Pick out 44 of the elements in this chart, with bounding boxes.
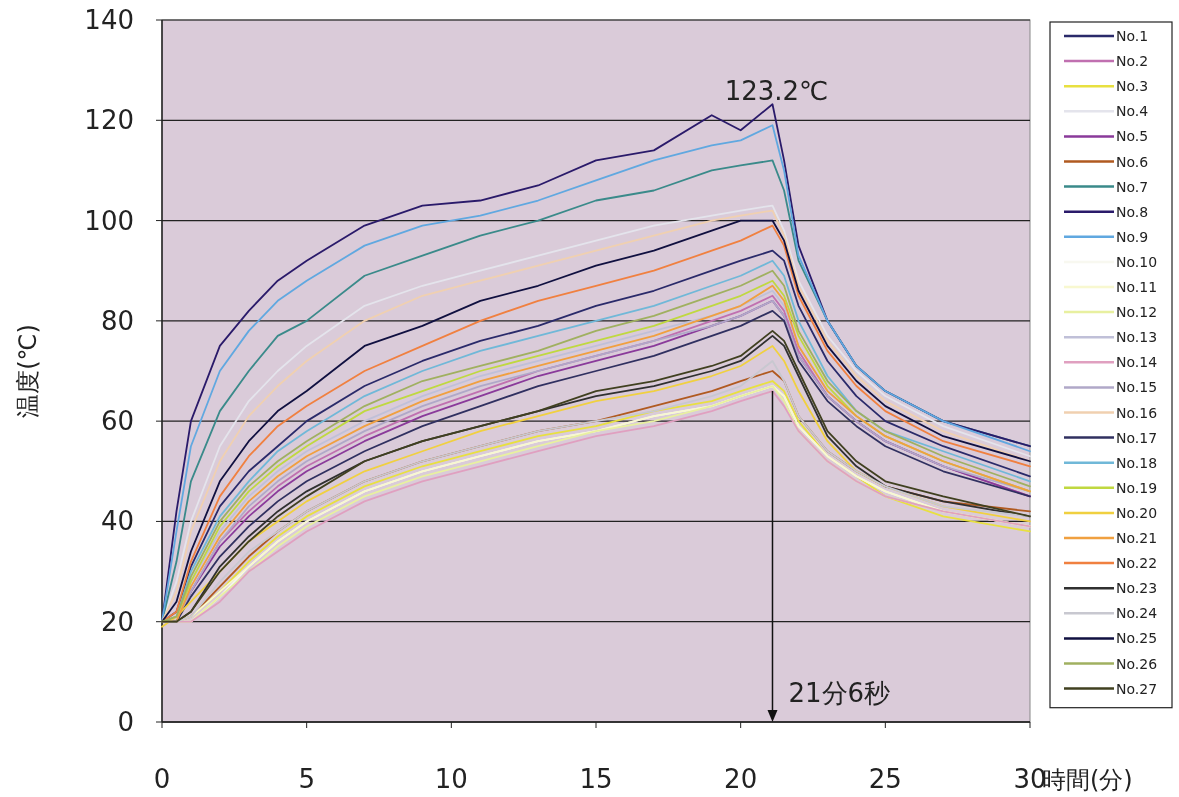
y-tick-label: 40 <box>100 506 134 537</box>
legend-label: No.5 <box>1116 128 1149 145</box>
legend-label: No.1 <box>1116 28 1149 44</box>
legend-label: No.9 <box>1116 228 1149 245</box>
legend-label: No.23 <box>1116 580 1158 597</box>
legend-label: No.14 <box>1116 354 1158 371</box>
legend-label: No.15 <box>1116 379 1158 396</box>
legend-label: No.12 <box>1116 304 1158 321</box>
ref-line-label: 21分6秒 <box>788 678 891 708</box>
y-tick-label: 100 <box>84 205 134 236</box>
y-tick-label: 140 <box>84 5 134 35</box>
legend-label: No.11 <box>1116 279 1158 295</box>
legend-label: No.2 <box>1116 53 1149 70</box>
y-tick-label: 0 <box>117 707 134 737</box>
y-tick-label: 80 <box>100 305 134 336</box>
annotation: 123.2℃ <box>724 76 829 107</box>
legend-label: No.19 <box>1116 479 1158 496</box>
x-tick-label: 0 <box>153 764 171 794</box>
y-tick-label: 120 <box>84 105 134 136</box>
legend-label: No.10 <box>1116 253 1158 270</box>
legend-label: No.18 <box>1116 454 1158 471</box>
y-axis-title: 温度(℃) <box>14 324 42 418</box>
legend-label: No.26 <box>1116 655 1158 672</box>
y-tick-label: 60 <box>100 406 134 437</box>
legend-label: No.4 <box>1116 103 1149 120</box>
legend-label: No.16 <box>1116 404 1158 421</box>
legend-label: No.8 <box>1116 203 1149 220</box>
legend-label: No.20 <box>1116 504 1158 521</box>
legend-label: No.13 <box>1116 329 1158 346</box>
x-tick-label: 25 <box>868 764 902 794</box>
x-tick-label: 15 <box>579 764 613 794</box>
legend-label: No.7 <box>1116 178 1149 195</box>
legend-label: No.24 <box>1116 605 1158 622</box>
y-tick-label: 20 <box>100 606 134 637</box>
legend-label: No.25 <box>1116 630 1158 647</box>
legend-label: No.3 <box>1116 78 1149 95</box>
legend-label: No.17 <box>1116 429 1158 446</box>
x-tick-label: 5 <box>298 764 315 794</box>
x-tick-label: 10 <box>434 764 468 794</box>
legend-label: No.6 <box>1116 153 1149 170</box>
legend-label: No.22 <box>1116 555 1158 572</box>
x-tick-label: 20 <box>724 764 758 794</box>
legend-label: No.27 <box>1116 680 1158 697</box>
legend-label: No.21 <box>1116 530 1158 546</box>
